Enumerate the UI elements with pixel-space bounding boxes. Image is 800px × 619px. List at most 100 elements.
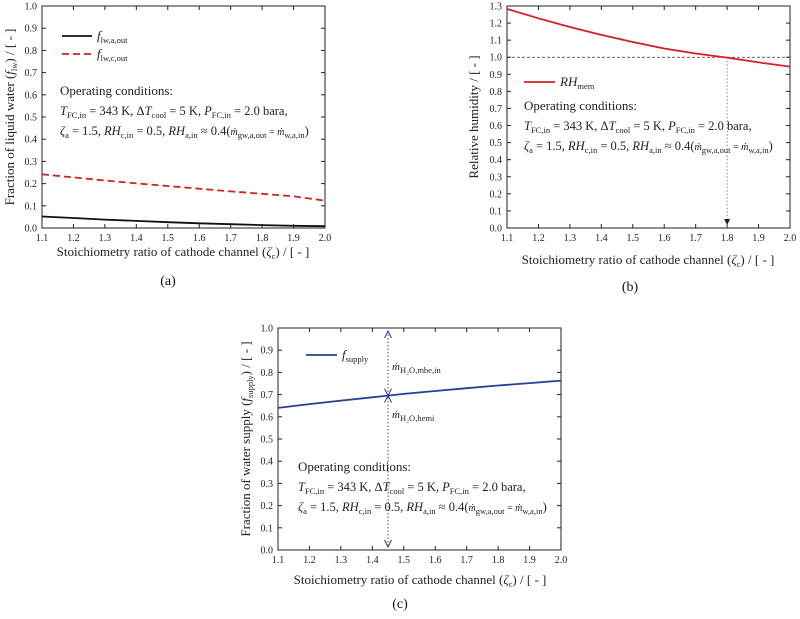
x-axis-label-c: Stoichiometry ratio of cathode channel (… [294, 572, 547, 589]
x-tick-label-b-2: 1.3 [564, 233, 577, 244]
legend-c: fsupply [306, 347, 369, 364]
conditions-line1-c: TFC,in = 343 K, ΔTcool = 5 K, PFC,in = 2… [298, 480, 526, 496]
x-tick-label-a-9: 2.0 [319, 233, 332, 244]
y-tick-label-a-6: 0.6 [25, 90, 38, 101]
reference-lines-c [384, 329, 393, 549]
marker-arrow-top-c [384, 329, 393, 339]
conditions-title-b: Operating conditions: [524, 98, 637, 113]
y-axis-label-a: Fraction of liquid water (flw) / [ - ] [2, 29, 19, 206]
legend-label-a-1: flw,c,out [97, 46, 128, 63]
y-tick-label-c-0: 0.0 [261, 546, 274, 557]
y-tick-label-a-10: 1.0 [25, 2, 38, 13]
y-axis-label-b: Relative humidity / [ - ] [466, 55, 481, 178]
conditions-line2-c: ζa = 1.5, RHc,in = 0.5, RHa,in ≈ 0.4(ṁgw… [298, 500, 547, 516]
conditions-c: Operating conditions: TFC,in = 343 K, ΔT… [298, 459, 547, 516]
x-tick-label-c-0: 1.1 [272, 555, 285, 566]
x-tick-label-b-3: 1.4 [595, 233, 608, 244]
y-tick-label-b-0: 0.0 [490, 224, 503, 235]
panel-label-b: (b) [622, 280, 639, 295]
x-axis-label-b: Stoichiometry ratio of cathode channel (… [522, 252, 775, 269]
x-tick-label-c-1: 1.2 [303, 555, 316, 566]
legend-label-a-0: flw,a,out [97, 28, 128, 45]
y-tick-label-b-11: 1.1 [490, 36, 503, 47]
x-tick-label-c-6: 1.7 [460, 555, 473, 566]
y-tick-label-b-1: 0.1 [490, 206, 503, 217]
y-tick-label-a-0: 0.0 [25, 224, 38, 235]
conditions-line1-a: TFC,in = 343 K, ΔTcool = 5 K, PFC,in = 2… [60, 104, 288, 120]
y-tick-label-b-6: 0.6 [490, 121, 503, 132]
x-tick-label-b-4: 1.5 [627, 233, 640, 244]
x-tick-label-b-1: 1.2 [532, 233, 545, 244]
series-b [506, 8, 791, 68]
x-tick-label-c-4: 1.5 [398, 555, 411, 566]
x-tick-label-c-2: 1.3 [335, 555, 348, 566]
y-tick-label-c-10: 1.0 [261, 324, 274, 335]
chart-c: 1.1 1.2 1.3 1.4 1.5 1.6 1.7 1.8 1.9 2.0 0.0 0.1 0.2… [238, 324, 567, 613]
y-tick-label-b-8: 0.8 [490, 87, 503, 98]
x-tick-label-b-8: 1.9 [752, 233, 765, 244]
x-tick-label-a-5: 1.6 [193, 233, 206, 244]
x-tick-label-a-3: 1.4 [130, 233, 143, 244]
y-ticks-b: 0.0 0.1 0.2 0.3 0.4 0.5 0.6 0.7 0.8 0.9 1.0 1.1 1.2 1… [490, 2, 790, 235]
y-tick-label-b-9: 0.9 [490, 70, 503, 81]
y-tick-label-b-12: 1.2 [490, 19, 503, 30]
conditions-title-a: Operating conditions: [60, 83, 173, 98]
conditions-b: Operating conditions: TFC,in = 343 K, ΔT… [524, 98, 773, 155]
conditions-line1-b: TFC,in = 343 K, ΔTcool = 5 K, PFC,in = 2… [524, 119, 752, 135]
y-axis-label-c: Fraction of water supply (fsupply) / [ -… [238, 341, 255, 536]
conditions-line2-b: ζa = 1.5, RHc,in = 0.5, RHa,in ≈ 0.4(ṁgw… [524, 139, 773, 155]
legend-b: RHmem [524, 74, 595, 91]
series-line-c-0 [277, 379, 562, 409]
y-tick-label-a-1: 0.1 [25, 201, 38, 212]
x-tick-label-a-6: 1.7 [224, 233, 237, 244]
y-tick-label-c-9: 0.9 [261, 346, 274, 357]
series-a [41, 173, 326, 228]
legend-label-c-0: fsupply [342, 347, 369, 364]
x-tick-label-c-7: 1.8 [492, 555, 505, 566]
x-tick-label-a-2: 1.3 [99, 233, 112, 244]
conditions-a: Operating conditions: TFC,in = 343 K, ΔT… [60, 83, 309, 140]
y-tick-label-c-7: 0.7 [261, 390, 274, 401]
y-tick-label-b-7: 0.7 [490, 104, 503, 115]
legend-label-b-0: RHmem [559, 74, 595, 91]
y-ticks-a: 0.0 0.1 0.2 0.3 0.4 0.5 0.6 0.7 0.8 0.9 1.0 [25, 2, 325, 235]
y-tick-label-c-4: 0.4 [261, 457, 274, 468]
y-tick-label-b-10: 1.0 [490, 53, 503, 64]
y-tick-label-b-13: 1.3 [490, 2, 503, 13]
x-tick-label-a-7: 1.8 [256, 233, 269, 244]
x-tick-label-b-7: 1.8 [721, 233, 734, 244]
x-ticks-c: 1.1 1.2 1.3 1.4 1.5 1.6 1.7 1.8 1.9 2.0 [272, 328, 567, 566]
y-ticks-c: 0.0 0.1 0.2 0.3 0.4 0.5 0.6 0.7 0.8 0.9 1.0 [261, 324, 561, 557]
y-tick-label-b-4: 0.4 [490, 155, 503, 166]
annotation-lower-c: ṁH₂O,hemi [392, 409, 435, 423]
y-tick-label-a-2: 0.2 [25, 179, 38, 190]
y-tick-label-a-5: 0.5 [25, 113, 38, 124]
y-tick-label-a-3: 0.3 [25, 157, 38, 168]
plot-frame-c [277, 327, 562, 551]
x-tick-label-b-5: 1.6 [658, 233, 671, 244]
x-tick-label-a-8: 1.9 [287, 233, 300, 244]
series-line-a-0 [41, 215, 326, 228]
y-tick-label-b-5: 0.5 [490, 138, 503, 149]
y-tick-label-b-3: 0.3 [490, 172, 503, 183]
x-tick-label-b-9: 2.0 [784, 233, 797, 244]
conditions-line2-a: ζa = 1.5, RHc,in = 0.5, RHa,in ≈ 0.4(ṁgw… [60, 124, 309, 140]
x-tick-label-a-0: 1.1 [36, 233, 49, 244]
panel-label-c: (c) [392, 597, 408, 612]
x-tick-label-c-8: 1.9 [523, 555, 536, 566]
x-ticks-b: 1.1 1.2 1.3 1.4 1.5 1.6 1.7 1.8 1.9 2.0 [501, 6, 797, 244]
marker-arrow-b [724, 219, 731, 225]
y-tick-label-a-8: 0.8 [25, 46, 38, 57]
y-tick-label-c-1: 0.1 [261, 523, 274, 534]
y-tick-label-c-8: 0.8 [261, 368, 274, 379]
y-tick-label-a-4: 0.4 [25, 135, 38, 146]
series-c [277, 379, 562, 409]
plot-frame-b [506, 5, 791, 229]
y-tick-label-a-7: 0.7 [25, 68, 38, 79]
y-tick-label-c-6: 0.6 [261, 412, 274, 423]
x-tick-label-a-1: 1.2 [67, 233, 80, 244]
y-tick-label-c-5: 0.5 [261, 435, 274, 446]
chart-b: 1.1 1.2 1.3 1.4 1.5 1.6 1.7 1.8 1.9 2.0 0.0 0.1 0.2… [466, 2, 796, 296]
series-line-b-0 [506, 8, 791, 68]
